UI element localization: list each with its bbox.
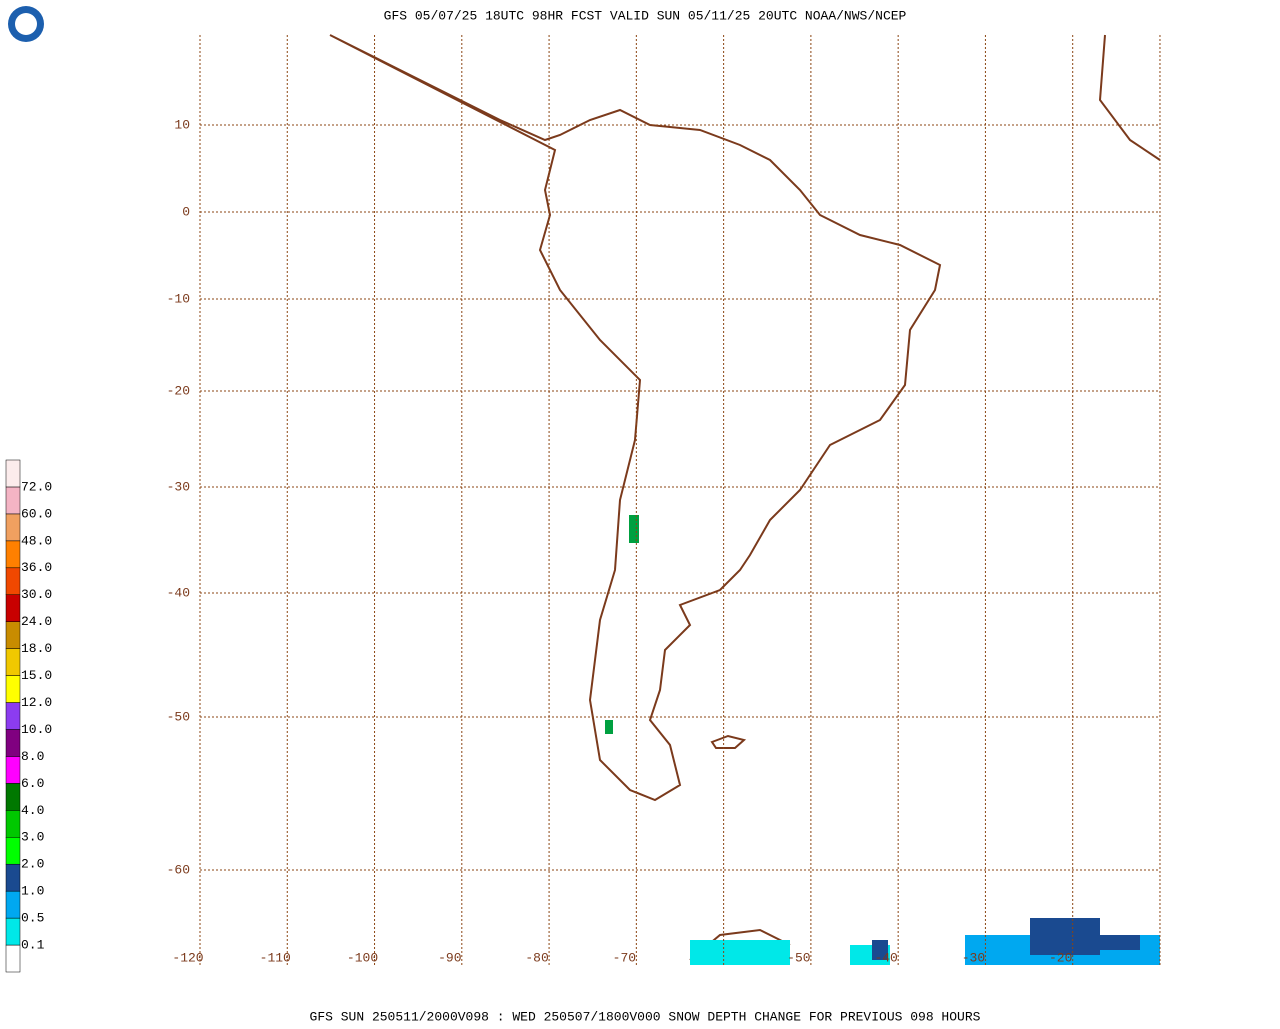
legend-swatch: [5, 783, 21, 811]
lat-label: -40: [167, 585, 190, 600]
snow-patches: [605, 515, 1160, 965]
noaa-logo-inner: [15, 13, 37, 35]
legend-swatch: [5, 486, 21, 515]
lon-label: -120: [172, 950, 203, 965]
legend-label: 30.0: [21, 587, 52, 602]
legend-label: 2.0: [21, 857, 44, 872]
legend-swatch: [5, 890, 21, 919]
legend-label: 8.0: [21, 749, 44, 764]
legend-swatch: [5, 944, 21, 973]
title: GFS 05/07/25 18UTC 98HR FCST VALID SUN 0…: [384, 8, 907, 23]
lat-label: -10: [167, 291, 190, 306]
legend-swatch: [5, 540, 21, 569]
legend-label: 72.0: [21, 479, 52, 494]
legend-swatch: [5, 567, 21, 595]
legend-label: 15.0: [21, 668, 52, 683]
legend-label: 18.0: [21, 641, 52, 656]
legend-swatch: [5, 459, 21, 488]
legend-swatch: [5, 648, 21, 676]
legend-swatch: [5, 675, 21, 703]
lon-label: -70: [613, 950, 636, 965]
legend-label: 0.1: [21, 937, 45, 952]
lon-label: -80: [525, 950, 548, 965]
map-frame: [200, 35, 1160, 965]
legend-label: 0.5: [21, 911, 44, 926]
coastlines: [329, 34, 1161, 961]
legend-label: 6.0: [21, 776, 44, 791]
legend-swatch: [5, 594, 21, 622]
legend-swatch: [5, 917, 21, 946]
legend-swatch: [5, 810, 21, 838]
legend-swatch: [5, 621, 21, 649]
legend-swatch: [5, 837, 21, 865]
legend-label: 1.0: [21, 884, 44, 899]
legend-label: 10.0: [21, 722, 52, 737]
legend-label: 48.0: [21, 533, 52, 548]
lon-label: -100: [347, 950, 378, 965]
lon-label: -110: [260, 950, 291, 965]
legend-swatch: [5, 513, 21, 542]
lon-label: -30: [962, 950, 985, 965]
lat-label: -50: [167, 709, 190, 724]
legend-label: 60.0: [21, 506, 52, 521]
lon-label: -40: [874, 950, 897, 965]
lat-label: 0: [182, 204, 190, 219]
lon-label: -20: [1049, 950, 1072, 965]
caption: GFS SUN 250511/2000V098 : WED 250507/180…: [310, 1009, 981, 1024]
lat-label: -60: [167, 862, 190, 877]
legend-swatch: [5, 729, 21, 757]
legend-label: 3.0: [21, 830, 44, 845]
legend-swatch: [5, 863, 21, 892]
lon-label: -50: [787, 950, 810, 965]
legend-label: 36.0: [21, 560, 52, 575]
legend-label: 24.0: [21, 614, 52, 629]
legend-swatch: [5, 756, 21, 784]
lat-label: -20: [167, 383, 190, 398]
legend-label: 4.0: [21, 803, 44, 818]
lat-label: -30: [167, 479, 190, 494]
lon-label: -90: [438, 950, 461, 965]
legend-label: 12.0: [21, 695, 52, 710]
lat-label: 10: [174, 117, 190, 132]
legend-swatch: [5, 702, 21, 730]
